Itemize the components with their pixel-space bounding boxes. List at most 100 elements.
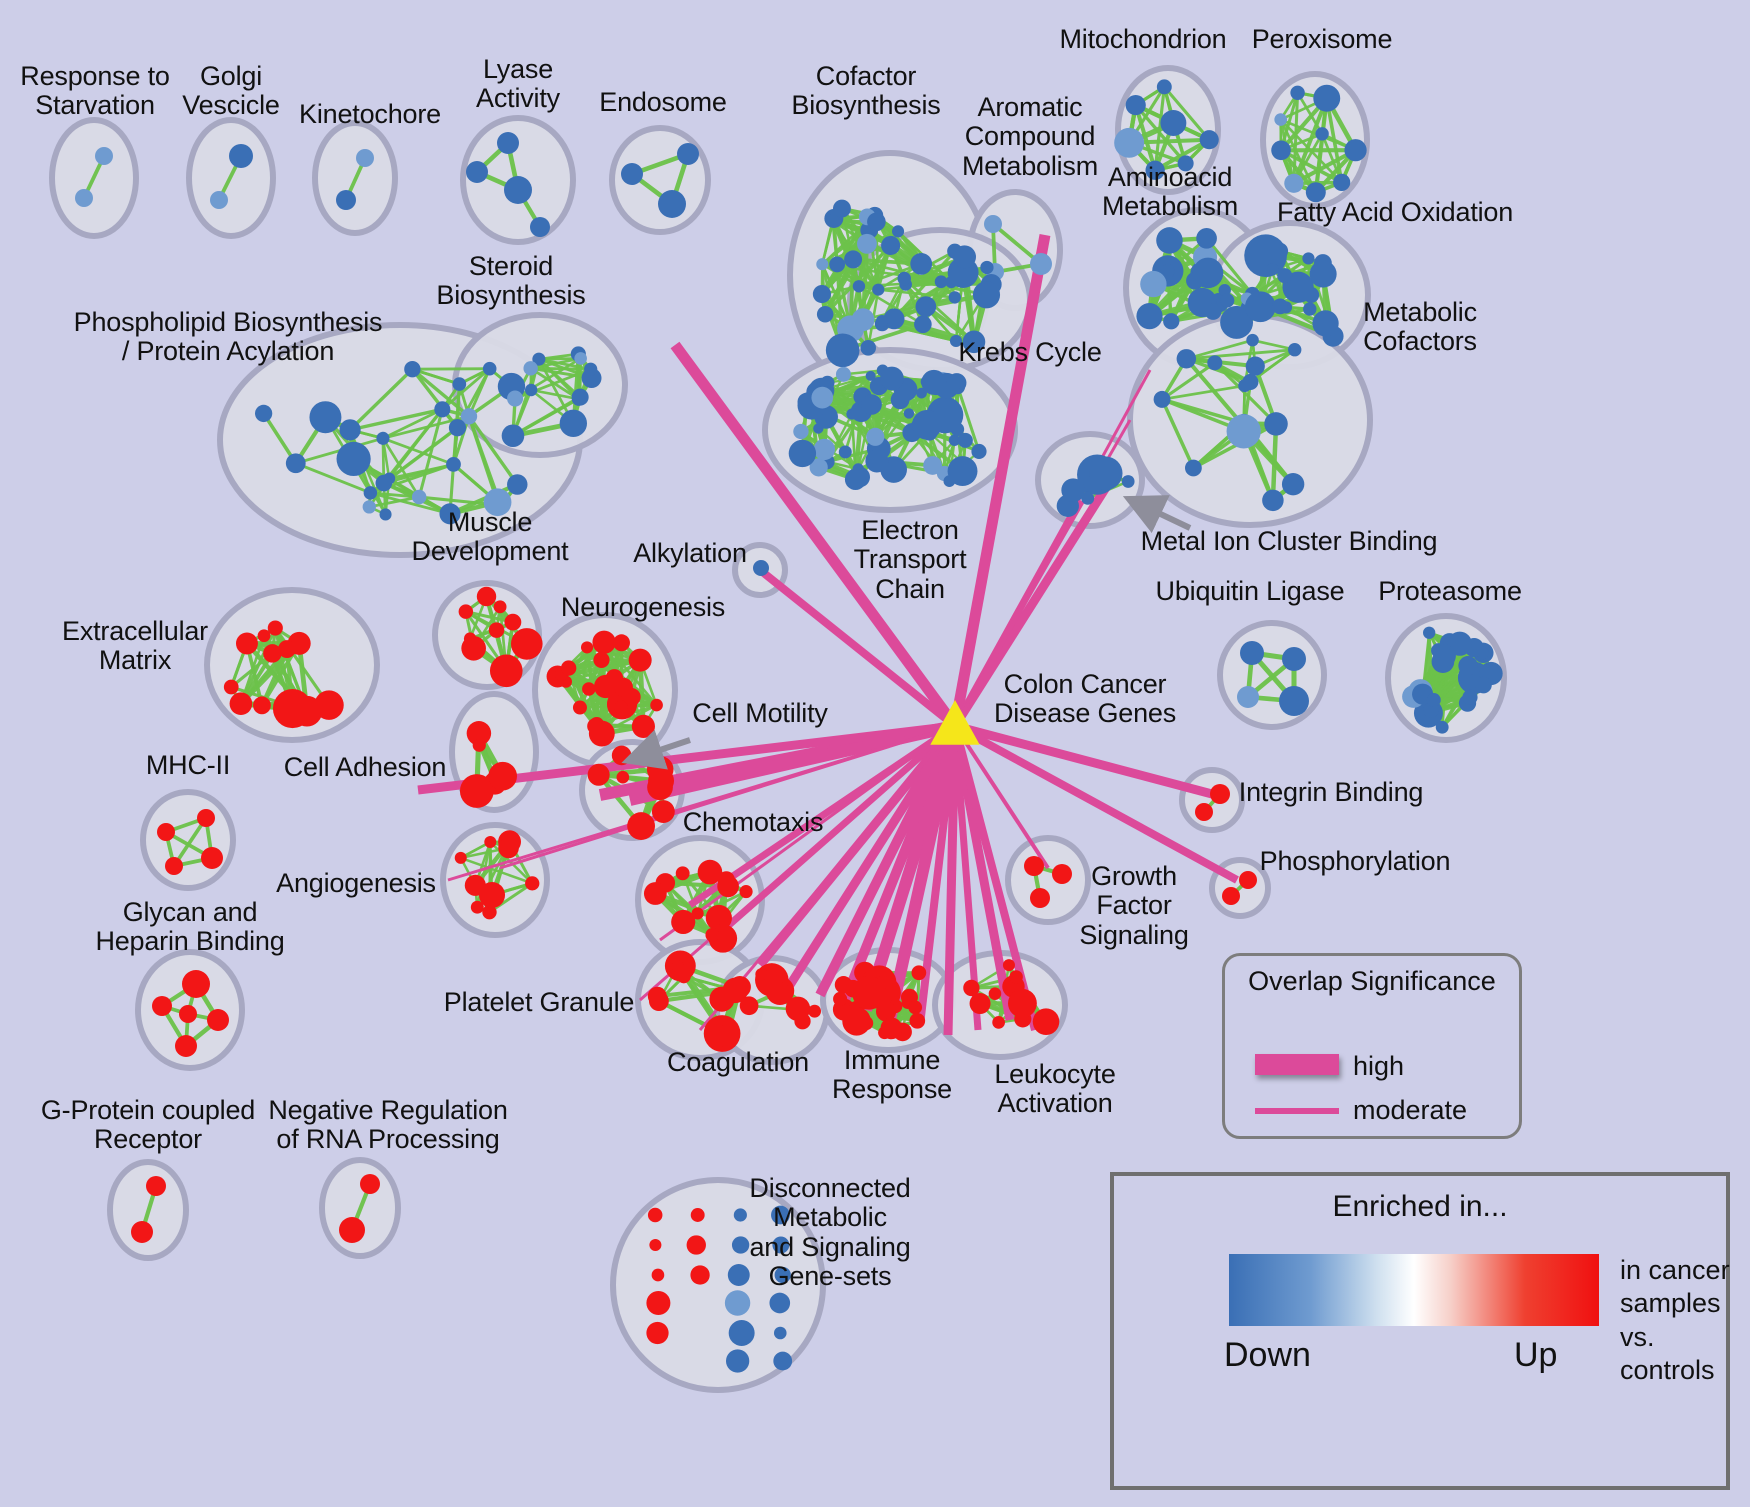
- gene-set-node[interactable]: [362, 500, 376, 514]
- gene-set-node[interactable]: [1136, 303, 1163, 330]
- gene-set-node[interactable]: [952, 245, 977, 269]
- gene-set-node[interactable]: [844, 250, 863, 269]
- gene-set-node[interactable]: [524, 383, 538, 397]
- gene-set-node[interactable]: [470, 900, 484, 914]
- gene-set-node[interactable]: [613, 634, 630, 652]
- gene-set-node[interactable]: [584, 362, 598, 376]
- gene-set-node[interactable]: [658, 190, 686, 218]
- gene-set-node[interactable]: [857, 233, 877, 254]
- gene-set-node[interactable]: [647, 1207, 663, 1223]
- gene-set-node[interactable]: [1244, 234, 1287, 278]
- gene-set-node[interactable]: [131, 1221, 153, 1243]
- gene-set-node[interactable]: [1089, 456, 1123, 491]
- gene-set-node[interactable]: [861, 394, 882, 415]
- gene-set-node[interactable]: [1277, 268, 1293, 284]
- gene-set-node[interactable]: [201, 847, 223, 869]
- gene-set-node[interactable]: [1238, 379, 1252, 393]
- gene-set-node[interactable]: [574, 352, 587, 365]
- gene-set-node[interactable]: [891, 225, 905, 238]
- gene-set-node[interactable]: [909, 1012, 926, 1029]
- gene-set-node[interactable]: [969, 993, 991, 1015]
- gene-set-node[interactable]: [1176, 349, 1197, 369]
- gene-set-node[interactable]: [646, 1291, 671, 1315]
- gene-set-node[interactable]: [488, 622, 505, 638]
- gene-set-node[interactable]: [651, 1268, 665, 1282]
- gene-set-node[interactable]: [229, 692, 253, 716]
- gene-set-node[interactable]: [580, 641, 594, 654]
- gene-set-node[interactable]: [257, 629, 271, 643]
- gene-set-node[interactable]: [646, 1321, 669, 1345]
- gene-set-node[interactable]: [1121, 475, 1135, 488]
- gene-set-node[interactable]: [1226, 414, 1261, 449]
- gene-set-node[interactable]: [1009, 970, 1023, 984]
- gene-set-node[interactable]: [875, 315, 889, 328]
- gene-set-node[interactable]: [375, 474, 393, 492]
- gene-set-node[interactable]: [833, 991, 848, 1006]
- gene-set-node[interactable]: [949, 334, 963, 348]
- gene-set-node[interactable]: [880, 1017, 903, 1040]
- gene-set-node[interactable]: [501, 424, 525, 448]
- gene-set-node[interactable]: [835, 366, 851, 382]
- gene-set-node[interactable]: [1184, 459, 1202, 477]
- gene-set-node[interactable]: [314, 690, 344, 720]
- gene-set-node[interactable]: [675, 866, 690, 881]
- gene-set-node[interactable]: [489, 654, 523, 688]
- gene-set-node[interactable]: [530, 217, 550, 237]
- gene-set-node[interactable]: [838, 445, 852, 459]
- gene-set-node[interactable]: [883, 308, 905, 330]
- gene-set-node[interactable]: [631, 714, 655, 738]
- gene-set-node[interactable]: [472, 738, 486, 752]
- gene-set-node[interactable]: [627, 812, 656, 840]
- gene-set-node[interactable]: [404, 361, 421, 378]
- gene-set-node[interactable]: [980, 260, 994, 275]
- gene-set-node[interactable]: [825, 333, 860, 368]
- gene-set-node[interactable]: [851, 308, 875, 332]
- gene-set-node[interactable]: [75, 189, 93, 207]
- gene-set-node[interactable]: [731, 1236, 750, 1254]
- gene-set-node[interactable]: [152, 996, 172, 1016]
- gene-set-node[interactable]: [507, 474, 528, 495]
- gene-set-node[interactable]: [921, 369, 947, 395]
- gene-set-node[interactable]: [593, 651, 610, 668]
- gene-set-node[interactable]: [1262, 489, 1284, 512]
- gene-set-node[interactable]: [1002, 959, 1015, 972]
- gene-set-node[interactable]: [460, 408, 478, 425]
- gene-set-node[interactable]: [832, 199, 851, 218]
- gene-set-node[interactable]: [753, 560, 769, 576]
- gene-set-node[interactable]: [755, 968, 768, 981]
- gene-set-node[interactable]: [1207, 355, 1223, 371]
- gene-set-node[interactable]: [484, 835, 497, 848]
- gene-set-node[interactable]: [504, 176, 532, 204]
- gene-set-node[interactable]: [728, 975, 751, 999]
- gene-set-node[interactable]: [197, 809, 215, 827]
- gene-set-node[interactable]: [773, 1326, 787, 1340]
- gene-set-node[interactable]: [336, 441, 371, 477]
- gene-set-node[interactable]: [1163, 313, 1180, 330]
- gene-set-node[interactable]: [724, 1290, 751, 1316]
- gene-set-node[interactable]: [1264, 412, 1288, 436]
- gene-set-node[interactable]: [504, 613, 522, 631]
- gene-set-node[interactable]: [498, 837, 519, 859]
- gene-set-node[interactable]: [466, 161, 488, 183]
- gene-set-node[interactable]: [1302, 252, 1315, 265]
- gene-set-node[interactable]: [697, 859, 723, 885]
- gene-set-node[interactable]: [263, 644, 282, 663]
- gene-set-node[interactable]: [452, 377, 467, 391]
- gene-set-node[interactable]: [728, 1320, 755, 1346]
- gene-set-node[interactable]: [1290, 85, 1305, 101]
- gene-set-node[interactable]: [677, 143, 699, 165]
- gene-set-node[interactable]: [1125, 94, 1146, 116]
- gene-set-node[interactable]: [1272, 298, 1289, 315]
- gene-set-node[interactable]: [1153, 390, 1171, 408]
- gene-set-node[interactable]: [1239, 871, 1257, 889]
- gene-set-node[interactable]: [1061, 478, 1085, 502]
- gene-set-node[interactable]: [1140, 270, 1167, 298]
- gene-set-node[interactable]: [1333, 173, 1351, 191]
- gene-set-node[interactable]: [254, 404, 273, 423]
- gene-set-node[interactable]: [339, 419, 361, 441]
- gene-set-node[interactable]: [709, 986, 735, 1012]
- gene-set-node[interactable]: [948, 291, 961, 304]
- gene-set-node[interactable]: [842, 1006, 871, 1036]
- gene-set-node[interactable]: [614, 700, 628, 714]
- gene-set-node[interactable]: [1284, 173, 1304, 193]
